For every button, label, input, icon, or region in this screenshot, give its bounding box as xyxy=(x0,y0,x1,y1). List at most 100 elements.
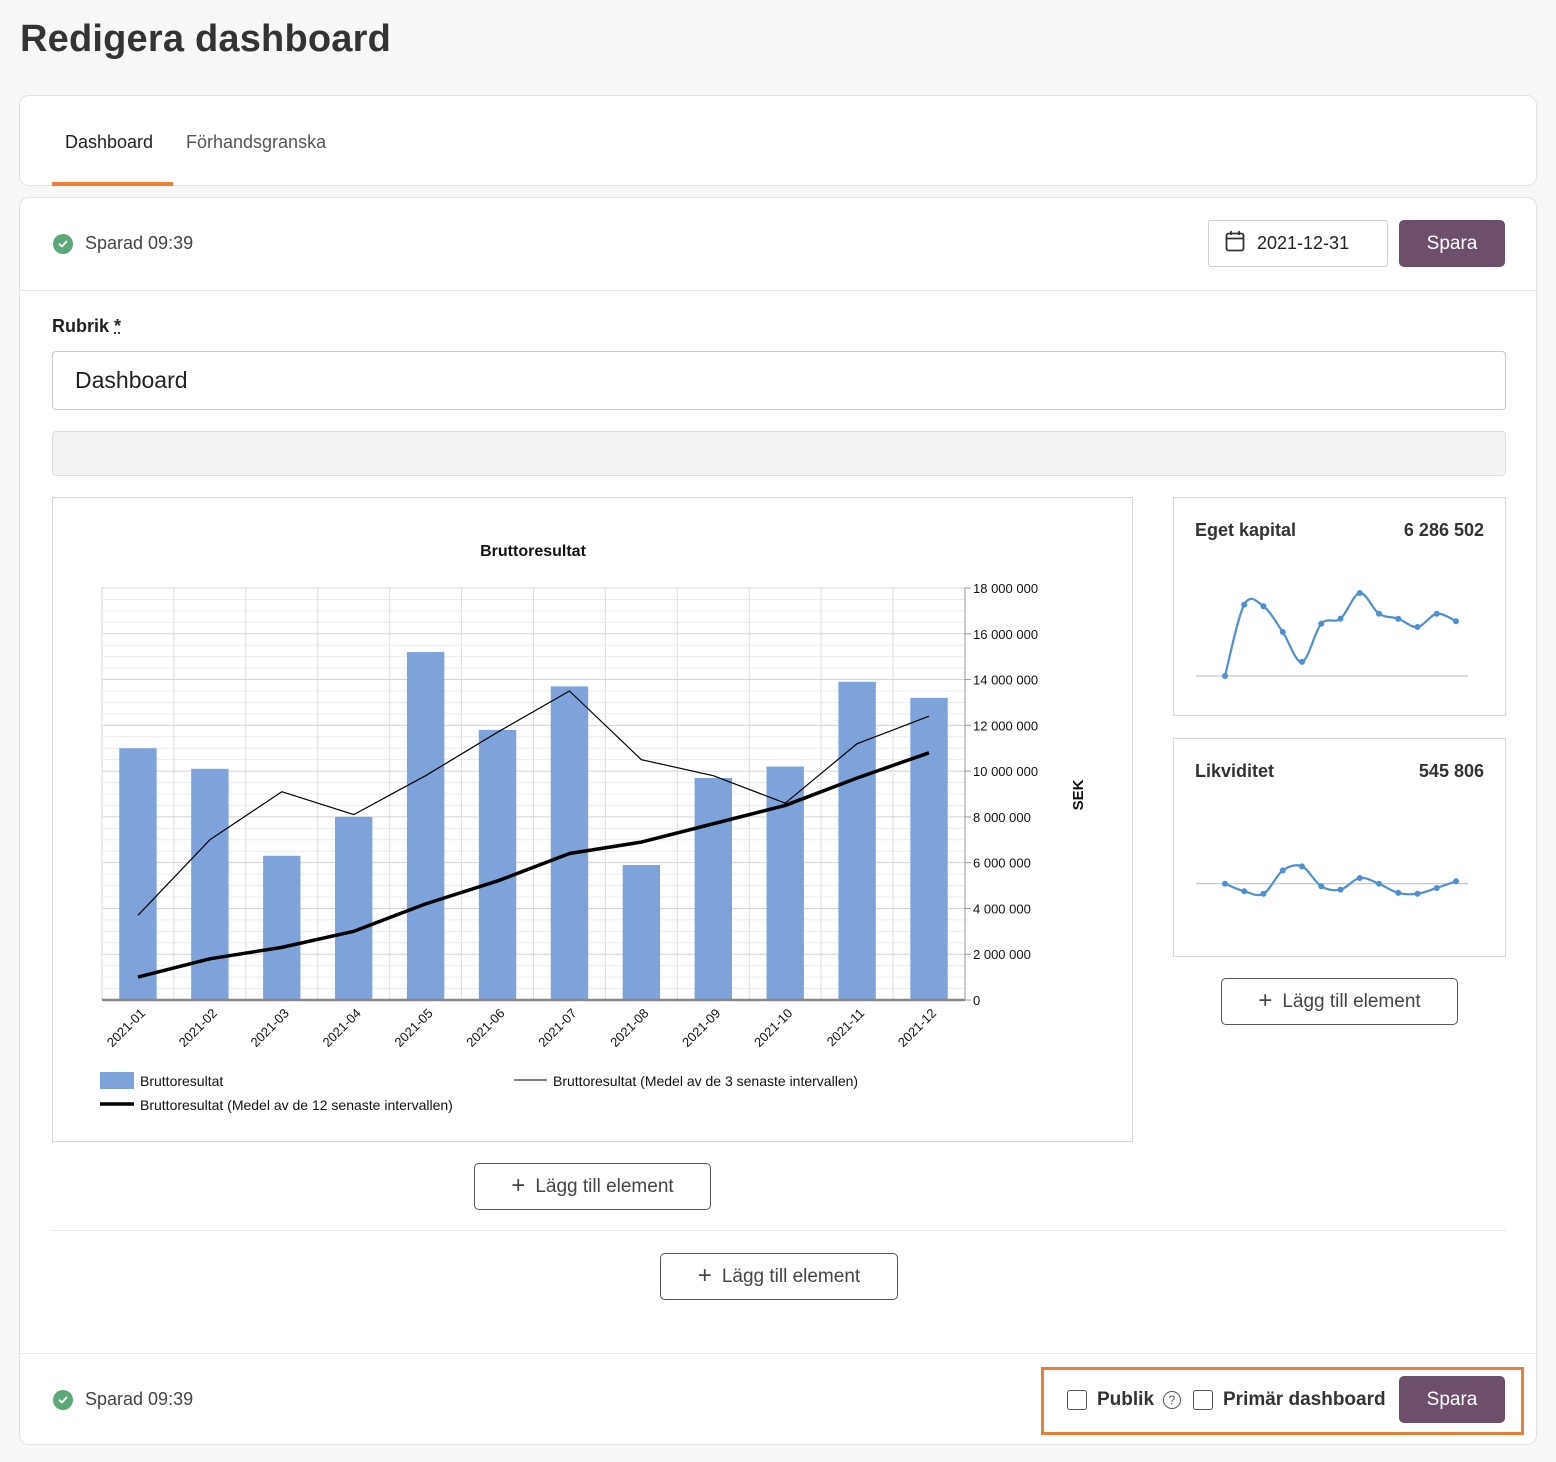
legend-item-line-3: Bruttoresultat (Medel av de 3 senaste in… xyxy=(553,1073,858,1089)
description-field[interactable] xyxy=(52,431,1506,476)
x-tick-label: 2021-06 xyxy=(463,1006,507,1050)
sparkline-point xyxy=(1318,620,1325,627)
save-button-top[interactable]: Spara xyxy=(1399,220,1505,267)
chart-grid xyxy=(101,587,966,1001)
chart-widget[interactable]: Bruttoresultat 18 000 000 16 000 000 14 00… xyxy=(52,497,1133,1142)
primary-dashboard-checkbox[interactable] xyxy=(1193,1390,1213,1410)
sparkline-point xyxy=(1356,590,1363,596)
chart-lines xyxy=(137,690,930,979)
sparkline-point xyxy=(1376,880,1382,887)
save-button-bottom[interactable]: Spara xyxy=(1399,1376,1505,1423)
active-tab-indicator xyxy=(52,182,173,186)
sparkline-point xyxy=(1299,863,1305,870)
sparkline-point xyxy=(1222,673,1228,679)
sparkline-point xyxy=(1241,601,1248,608)
y-tick-label: 2 000 000 xyxy=(973,947,1031,962)
check-circle-icon xyxy=(53,233,73,254)
kpi-card-likviditet[interactable]: Likviditet 545 806 xyxy=(1173,738,1506,957)
x-tick-label: 2021-08 xyxy=(607,1006,651,1050)
y-tick-label: 12 000 000 xyxy=(973,718,1038,733)
y-tick-label: 0 xyxy=(973,993,980,1008)
kpi-value: 6 286 502 xyxy=(1403,520,1484,540)
bar-2021-07 xyxy=(550,686,589,1000)
add-element-label: Lägg till element xyxy=(535,1175,674,1197)
help-icon[interactable]: ? xyxy=(1163,1391,1181,1409)
bar-2021-09 xyxy=(694,777,732,1000)
add-element-button-left[interactable]: + Lägg till element xyxy=(474,1163,711,1210)
saved-text: Sparad 09:39 xyxy=(85,1389,194,1409)
sparkline-point xyxy=(1279,867,1286,874)
kpi-sparkline xyxy=(1196,590,1468,679)
y-tick-label: 14 000 000 xyxy=(973,673,1038,688)
rubrik-label-text: Rubrik xyxy=(52,316,110,336)
sparkline-path xyxy=(1223,591,1457,677)
chart-bars xyxy=(119,652,948,1000)
bar-2021-12 xyxy=(910,697,948,1000)
kpi-title: Eget kapital xyxy=(1195,520,1297,540)
kpi-card-eget-kapital[interactable]: Eget kapital 6 286 502 xyxy=(1173,497,1506,716)
saved-text: Sparad 09:39 xyxy=(85,233,194,253)
bar-2021-01 xyxy=(119,748,157,1000)
section-divider xyxy=(52,1230,1506,1231)
tab-preview[interactable]: Förhandsgranska xyxy=(186,132,327,152)
sparkline-point xyxy=(1395,615,1402,622)
y-tick-label: 16 000 000 xyxy=(973,627,1038,642)
sparkline-point xyxy=(1318,883,1325,890)
page-title: Redigera dashboard xyxy=(20,18,392,60)
plus-icon: + xyxy=(511,1171,526,1199)
sparkline-point xyxy=(1299,658,1305,665)
primary-dashboard-label: Primär dashboard xyxy=(1223,1389,1386,1410)
date-picker[interactable]: 2021-12-31 xyxy=(1208,220,1388,267)
sparkline-point xyxy=(1337,886,1344,893)
sparkline-point xyxy=(1395,889,1402,896)
date-value: 2021-12-31 xyxy=(1257,233,1350,253)
sparkline-point xyxy=(1376,610,1382,617)
sparkline-point xyxy=(1222,880,1228,887)
bar-2021-02 xyxy=(191,768,229,1000)
plus-icon: + xyxy=(697,1261,712,1289)
y-tick-label: 4 000 000 xyxy=(973,901,1031,916)
bar-2021-04 xyxy=(335,816,373,1000)
x-tick-label: 2021-01 xyxy=(104,1006,148,1050)
sparkline-point xyxy=(1260,603,1267,610)
check-circle-icon xyxy=(53,1389,73,1410)
x-tick-label: 2021-11 xyxy=(824,1006,868,1050)
editor-card: Sparad 09:39 2021-12-31 Spara Rubrik * B… xyxy=(19,197,1537,1445)
plus-icon: + xyxy=(1258,986,1273,1014)
add-element-label: Lägg till element xyxy=(1282,990,1421,1012)
kpi-value: 545 806 xyxy=(1418,761,1484,781)
tabs-bar: Dashboard Förhandsgranska xyxy=(19,95,1537,186)
save-status: Sparad 09:39 xyxy=(53,233,193,254)
bruttoresultat-chart: Bruttoresultat 18 000 000 16 000 000 14 00… xyxy=(100,543,1087,1113)
y-tick-label: 18 000 000 xyxy=(973,581,1038,596)
rubrik-input[interactable] xyxy=(52,351,1506,410)
y-tick-label: 8 000 000 xyxy=(973,810,1031,825)
line-medel-12 xyxy=(137,751,930,979)
tab-dashboard[interactable]: Dashboard xyxy=(65,132,154,152)
required-mark: * xyxy=(114,316,122,336)
bar-2021-08 xyxy=(622,864,661,1000)
bar-2021-03 xyxy=(263,855,301,1000)
bar-2021-06 xyxy=(478,729,517,1000)
sparkline-point xyxy=(1241,888,1248,895)
sparkline-point xyxy=(1433,610,1440,617)
legend-swatch-bar xyxy=(100,1072,134,1089)
x-tick-label: 2021-07 xyxy=(535,1006,579,1050)
public-checkbox[interactable] xyxy=(1067,1390,1087,1410)
y-axis-label: SEK xyxy=(1070,779,1087,810)
x-tick-label: 2021-09 xyxy=(679,1006,723,1050)
kpi-sparkline xyxy=(1196,863,1468,897)
x-tick-label: 2021-02 xyxy=(176,1006,220,1050)
x-tick-label: 2021-04 xyxy=(319,1006,363,1050)
save-status-footer: Sparad 09:39 xyxy=(53,1389,193,1410)
x-tick-label: 2021-05 xyxy=(391,1006,435,1050)
calendar-icon xyxy=(1225,230,1245,257)
bar-2021-05 xyxy=(406,652,445,1000)
sparkline-point xyxy=(1414,890,1421,897)
sparkline-point xyxy=(1337,615,1344,622)
add-element-label: Lägg till element xyxy=(721,1265,861,1287)
add-element-button-right[interactable]: + Lägg till element xyxy=(1221,978,1458,1025)
line-medel-3 xyxy=(137,690,930,916)
sparkline-point xyxy=(1279,629,1286,636)
add-element-button-section[interactable]: + Lägg till element xyxy=(660,1253,898,1300)
